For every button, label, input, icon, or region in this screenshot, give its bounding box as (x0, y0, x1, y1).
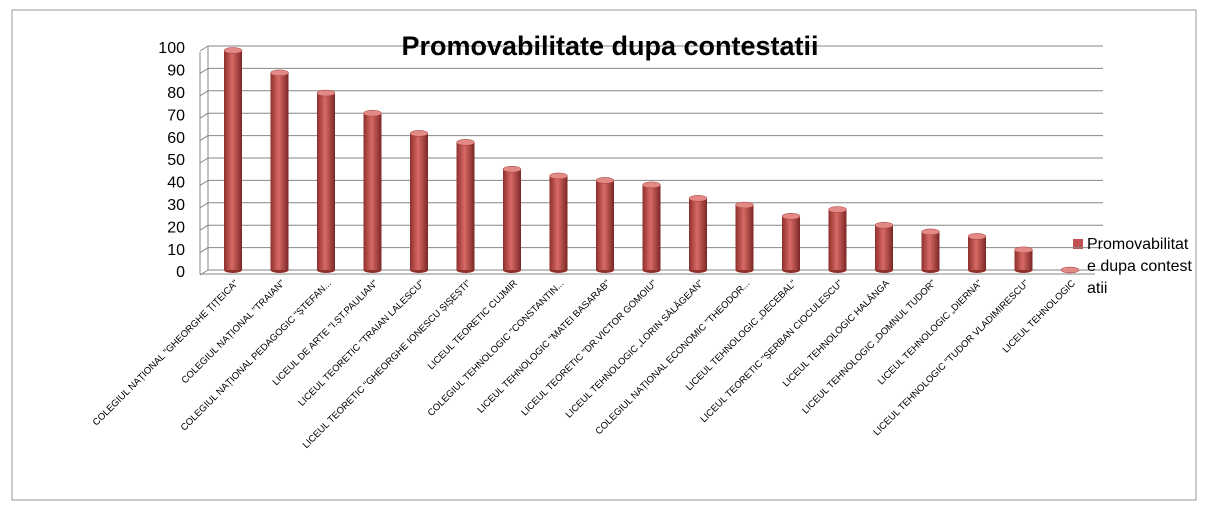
bar-top (781, 212, 801, 220)
bar-top (642, 181, 661, 189)
bar (456, 142, 475, 270)
bar (642, 184, 661, 270)
grid-line-side (199, 202, 209, 209)
legend-label: Promovabilitate dupa contestatii (1087, 236, 1192, 297)
grid-line-side (199, 179, 209, 186)
y-tick-label: 100 (158, 40, 185, 57)
grid-line-side (199, 90, 209, 97)
bar-top (688, 195, 708, 202)
y-tick-label: 10 (167, 242, 185, 259)
bar-top (735, 201, 754, 209)
bar-top (316, 89, 336, 97)
bar (828, 209, 847, 270)
bar (875, 225, 893, 270)
bar-top (270, 69, 289, 77)
y-tick-label: 40 (167, 175, 185, 192)
bar (549, 175, 568, 270)
y-tick-label: 0 (176, 264, 185, 281)
grid-line-side (199, 112, 209, 119)
bar (596, 180, 614, 270)
bar (363, 113, 382, 270)
bar (410, 133, 428, 270)
bar (1014, 249, 1033, 270)
y-tick-label: 80 (167, 85, 185, 102)
bar-top (828, 206, 847, 213)
bar-top (549, 172, 568, 180)
y-tick-label: 60 (167, 130, 185, 147)
bar-top (1014, 246, 1033, 254)
bar (317, 93, 335, 270)
bar (270, 72, 289, 270)
y-tick-label: 70 (167, 107, 185, 124)
bar-top (223, 47, 243, 54)
grid-line-side (199, 135, 209, 142)
bar-top (921, 228, 940, 236)
chart-title: Promovabilitate dupa contestatii (401, 31, 818, 61)
grid-line-side (199, 45, 209, 52)
bar (735, 205, 754, 270)
grid-line-side (199, 157, 209, 164)
grid-line-side (199, 224, 209, 231)
grid-line-side (199, 67, 209, 74)
bar (224, 50, 242, 271)
bar (968, 236, 986, 270)
bar-top (874, 221, 894, 229)
y-tick-label: 20 (167, 219, 185, 236)
bar-top (502, 165, 522, 173)
bar (921, 231, 940, 270)
bar-top (456, 139, 475, 146)
y-tick-label: 50 (167, 152, 185, 169)
bar-top (967, 233, 987, 240)
bar (689, 198, 707, 270)
bar (503, 169, 521, 270)
grid-line-side (199, 247, 209, 254)
bar-top (1060, 266, 1080, 274)
bar-top (595, 177, 615, 184)
y-tick-label: 30 (167, 197, 185, 214)
y-tick-label: 90 (167, 63, 185, 80)
bar (782, 216, 800, 270)
bar-top (409, 130, 429, 137)
legend-swatch (1073, 239, 1083, 249)
bar-top (363, 109, 382, 117)
